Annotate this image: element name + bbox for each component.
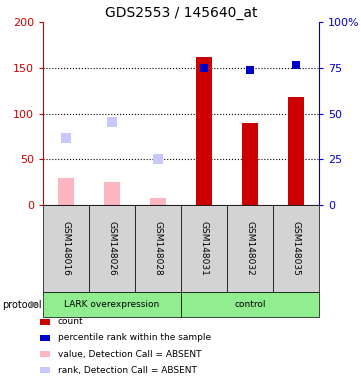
- Bar: [242, 122, 258, 205]
- Bar: [150, 198, 166, 205]
- Text: GSM148026: GSM148026: [108, 221, 117, 276]
- Text: percentile rank within the sample: percentile rank within the sample: [58, 333, 211, 343]
- Bar: [288, 97, 304, 205]
- Bar: [196, 57, 212, 205]
- Text: protocol: protocol: [2, 300, 42, 310]
- Text: rank, Detection Call = ABSENT: rank, Detection Call = ABSENT: [58, 366, 197, 374]
- Bar: [58, 177, 74, 205]
- Text: GSM148031: GSM148031: [200, 221, 209, 276]
- Text: count: count: [58, 318, 84, 326]
- Text: GSM148035: GSM148035: [291, 221, 300, 276]
- Text: LARK overexpression: LARK overexpression: [64, 300, 160, 309]
- Title: GDS2553 / 145640_at: GDS2553 / 145640_at: [105, 6, 257, 20]
- Bar: [104, 182, 120, 205]
- Text: value, Detection Call = ABSENT: value, Detection Call = ABSENT: [58, 349, 201, 359]
- Text: GSM148016: GSM148016: [61, 221, 70, 276]
- Text: control: control: [234, 300, 266, 309]
- Text: GSM148028: GSM148028: [153, 221, 162, 276]
- Text: GSM148032: GSM148032: [245, 221, 255, 276]
